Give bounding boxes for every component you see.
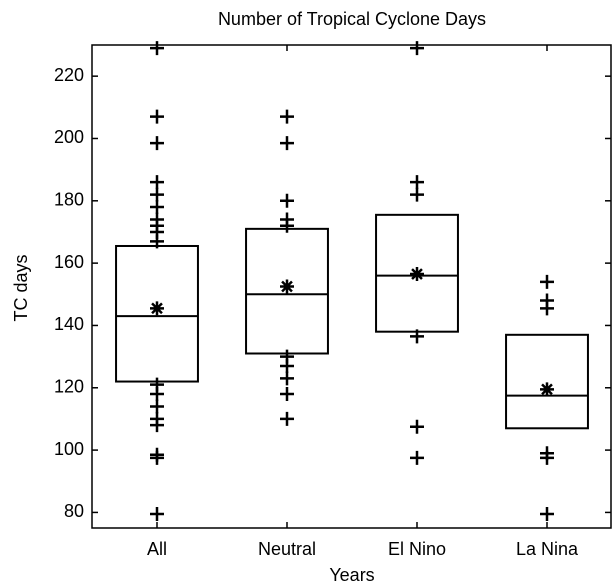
outlier xyxy=(410,450,424,465)
outlier xyxy=(540,506,554,521)
outlier xyxy=(410,41,424,56)
outlier xyxy=(280,411,294,426)
x-axis-label: Years xyxy=(329,565,374,585)
outlier xyxy=(150,200,164,215)
y-tick-label: 140 xyxy=(54,314,84,334)
outlier xyxy=(410,329,424,344)
outlier xyxy=(280,193,294,208)
y-tick-label: 120 xyxy=(54,377,84,397)
mean-marker xyxy=(150,301,164,316)
y-tick-label: 80 xyxy=(64,501,84,521)
outlier xyxy=(150,175,164,190)
outlier xyxy=(540,274,554,289)
x-tick-label: La Nina xyxy=(516,539,579,559)
outlier xyxy=(280,387,294,402)
outlier xyxy=(150,109,164,124)
x-tick-label: All xyxy=(147,539,167,559)
outlier xyxy=(280,136,294,151)
outlier xyxy=(540,301,554,316)
outlier xyxy=(280,371,294,386)
mean-marker xyxy=(540,382,554,397)
y-tick-label: 220 xyxy=(54,65,84,85)
outlier xyxy=(150,136,164,151)
y-axis-label: TC days xyxy=(11,254,31,321)
plot-frame xyxy=(91,44,612,529)
x-tick-label: El Nino xyxy=(388,539,446,559)
outlier xyxy=(540,450,554,465)
outlier xyxy=(150,450,164,465)
y-tick-label: 100 xyxy=(54,439,84,459)
outlier xyxy=(150,418,164,433)
outlier xyxy=(150,41,164,56)
outlier xyxy=(280,358,294,373)
x-tick-label: Neutral xyxy=(258,539,316,559)
outlier xyxy=(150,187,164,202)
chart-title: Number of Tropical Cyclone Days xyxy=(218,9,486,29)
y-tick-label: 160 xyxy=(54,252,84,272)
outlier xyxy=(280,109,294,124)
y-tick-label: 200 xyxy=(54,127,84,147)
outlier xyxy=(150,506,164,521)
outlier xyxy=(150,387,164,402)
mean-marker xyxy=(280,279,294,294)
outlier xyxy=(280,218,294,233)
outlier xyxy=(150,399,164,414)
y-tick-label: 180 xyxy=(54,190,84,210)
outlier xyxy=(150,234,164,249)
outlier xyxy=(410,419,424,434)
box xyxy=(505,333,589,430)
outlier xyxy=(410,187,424,202)
outlier xyxy=(410,175,424,190)
mean-marker xyxy=(410,267,424,282)
